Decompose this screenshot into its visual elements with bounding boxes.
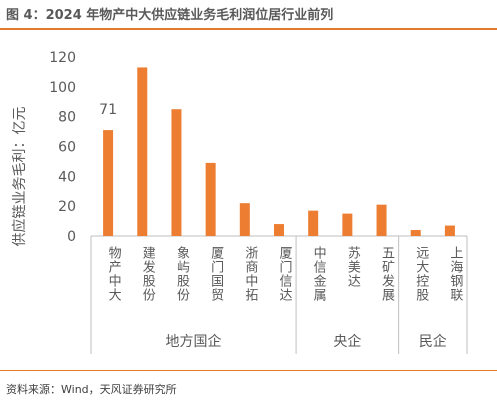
x-tick-label: 五矿发展: [379, 246, 395, 302]
y-tick-label: 80: [58, 110, 76, 126]
group-label: 央企: [333, 333, 361, 350]
x-tick-label: 苏美达: [345, 245, 361, 288]
bar-6: [274, 224, 284, 236]
footer-divider: [0, 370, 497, 371]
x-tick-label: 远大控股: [413, 246, 429, 302]
bar-7: [308, 210, 319, 236]
title-divider: [0, 28, 497, 30]
bar-2: [137, 67, 148, 236]
y-tick-label: 0: [67, 229, 76, 245]
group-label: 民企: [419, 333, 447, 350]
bar-5: [239, 203, 250, 236]
bar-3: [171, 109, 182, 236]
x-tick-label: 中信金属: [311, 246, 327, 302]
x-tick-label: 物产中大: [106, 246, 122, 302]
bar-1: [103, 130, 114, 236]
source-note: 资料来源：Wind，天风证券研究所: [6, 383, 177, 396]
bar-8: [342, 213, 353, 236]
bar-11: [444, 225, 455, 236]
x-tick-label: 浙商中拓: [242, 246, 258, 302]
x-tick-label: 上海钢联: [447, 246, 463, 302]
bar-9: [376, 204, 387, 236]
bar-4: [205, 162, 216, 236]
x-tick-label: 厦门信达: [277, 246, 293, 302]
group-label: 地方国企: [166, 333, 222, 350]
x-tick-label: 象屿股份: [174, 246, 190, 302]
data-label: 71: [99, 102, 117, 118]
bar-10: [410, 230, 421, 236]
y-tick-label: 40: [58, 169, 76, 185]
y-axis-label: 供应链业务毛利：亿元: [11, 107, 28, 247]
y-tick-label: 20: [58, 199, 76, 215]
x-tick-label: 建发股份: [140, 246, 156, 302]
y-tick-label: 100: [49, 80, 76, 96]
figure-title: 图 4：2024 年物产中大供应链业务毛利润位居行业前列: [6, 8, 334, 23]
y-tick-label: 60: [58, 140, 76, 156]
x-tick-label: 厦门国贸: [208, 246, 224, 302]
y-tick-label: 120: [49, 50, 76, 66]
bar-chart: 供应链业务毛利：亿元 0 20 40 60 80 100 120 物产中大 建发股份 象屿股份 厦门国…: [11, 50, 468, 354]
